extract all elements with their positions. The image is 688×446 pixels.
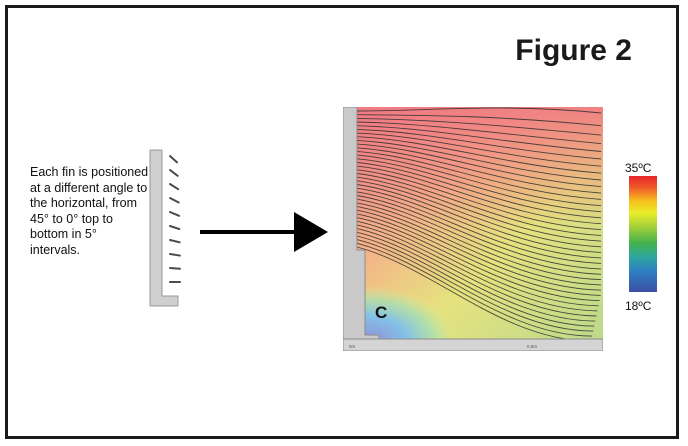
streamline (356, 220, 599, 307)
streamline (356, 158, 602, 213)
streamline (356, 231, 596, 322)
streamline (356, 242, 593, 337)
arrow-icon (200, 212, 328, 252)
temperature-colorbar (629, 176, 657, 292)
streamline (356, 209, 602, 291)
fin (169, 253, 181, 257)
streamline (356, 224, 598, 312)
streamline (356, 147, 602, 194)
fin (169, 197, 180, 204)
streamline (356, 143, 602, 188)
streamline (356, 173, 602, 236)
fin (169, 169, 179, 177)
streamline (356, 191, 602, 264)
axis-tick-0: 0m (349, 344, 356, 349)
fin (169, 155, 179, 164)
fin (169, 225, 181, 231)
streamline (356, 198, 602, 275)
streamline (356, 187, 602, 259)
streamline (356, 165, 602, 225)
streamline (356, 176, 602, 242)
scale-min-label: 18ºC (625, 299, 652, 313)
streamline (356, 132, 602, 167)
fin (169, 183, 180, 191)
fin (169, 267, 181, 270)
streamline (356, 184, 602, 253)
axis-tick-1: 0.5m (527, 344, 537, 349)
streamline (356, 239, 594, 332)
streamline (356, 213, 601, 296)
streamline (356, 114, 602, 127)
floor-strip (343, 338, 603, 351)
streamline (356, 217, 600, 302)
streamline (356, 107, 602, 114)
streamline (356, 246, 592, 342)
streamline (356, 235, 595, 327)
streamline (356, 128, 602, 160)
figure-frame (5, 5, 679, 439)
streamline (356, 150, 602, 200)
streamline (356, 228, 597, 317)
streamline (356, 136, 602, 174)
streamline (356, 169, 602, 231)
fin (169, 239, 181, 244)
streamline (356, 125, 602, 152)
streamline (356, 180, 602, 248)
streamline (356, 121, 602, 145)
streamline (356, 206, 602, 286)
streamline (356, 195, 602, 270)
streamline (356, 117, 602, 136)
fin (169, 211, 181, 217)
airflow-simulation-image: 0m 0.5m C (343, 107, 603, 351)
figure-title: Figure 2 (515, 34, 632, 67)
streamline (356, 202, 602, 281)
streamline (356, 162, 602, 219)
wall-profile (149, 149, 179, 307)
zone-label: C (375, 303, 387, 322)
scale-max-label: 35ºC (625, 161, 652, 175)
streamline (356, 154, 602, 207)
caption-text: Each fin is positioned at a different an… (30, 165, 149, 257)
fin-diagram (149, 149, 181, 307)
streamline (356, 139, 602, 181)
